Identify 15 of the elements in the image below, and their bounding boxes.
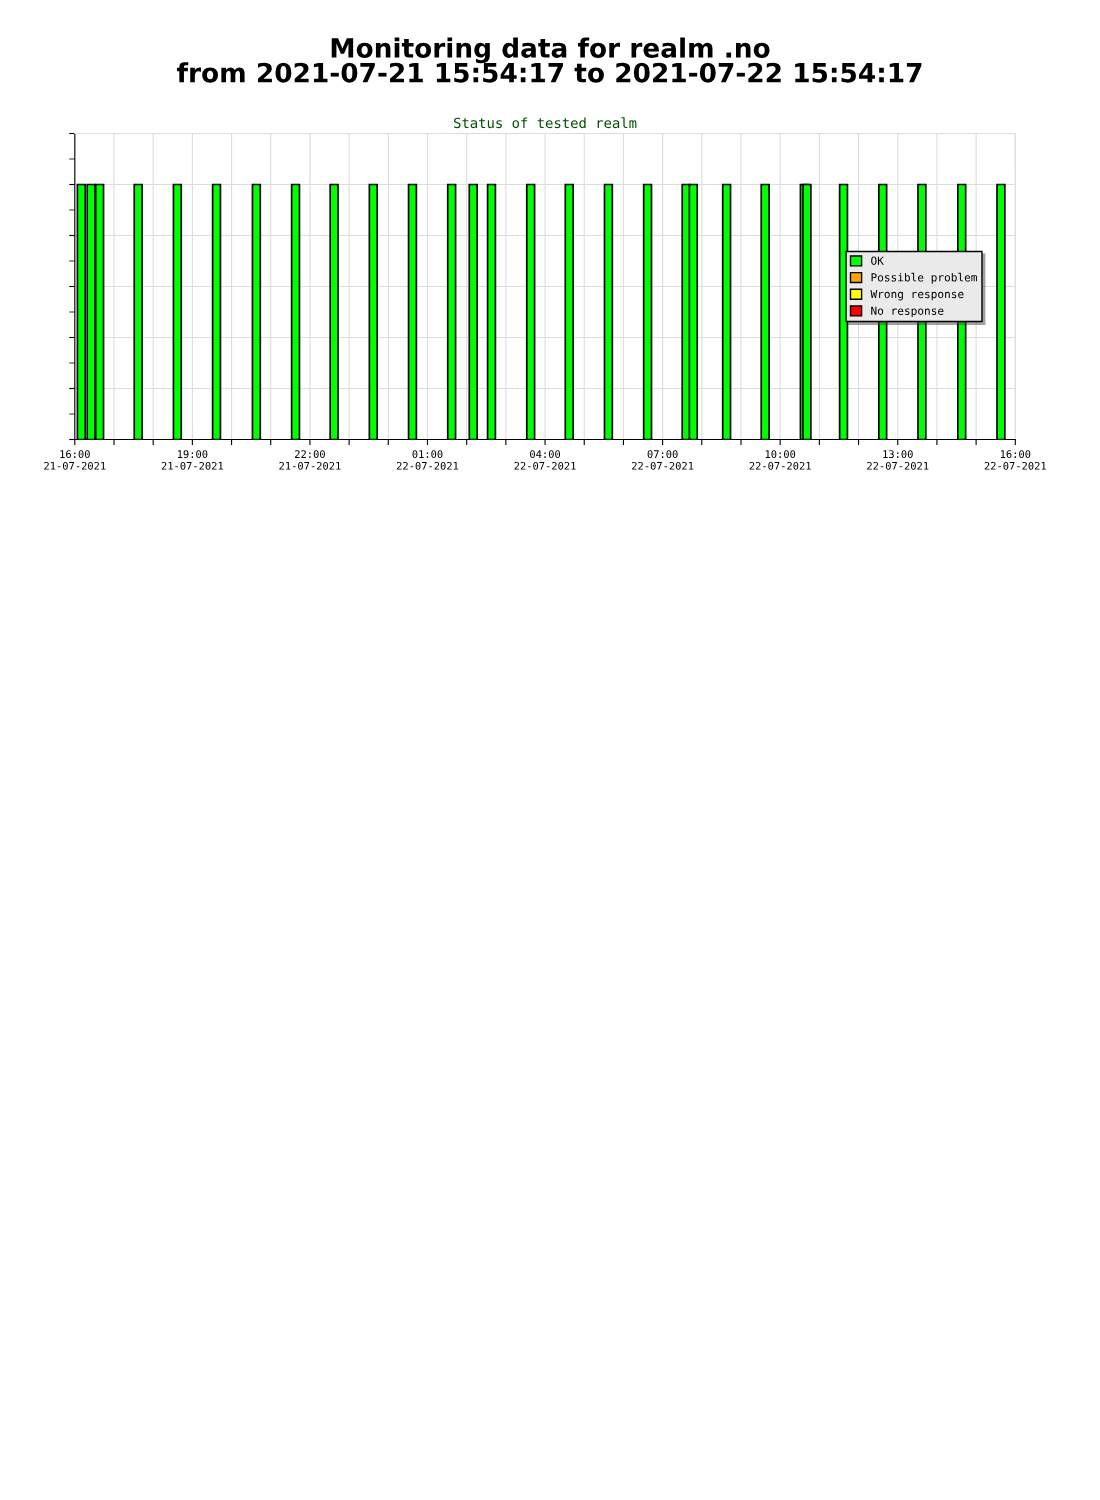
chart-title: Monitoring data for realm .no from 2021-07-21 15:54:17 to 2021-07-22 15:54:17 [177, 37, 922, 83]
x-tick-label: 04:00 22-07-2021 [514, 450, 576, 470]
x-tick-label: 19:00 21-07-2021 [161, 450, 224, 470]
chart-subtitle: Status of tested realm [454, 117, 637, 129]
legend-label: Possible problem [871, 272, 977, 284]
x-tick-label: 07:00 22-07-2021 [632, 450, 694, 470]
x-tick-label: 22:00 21-07-2021 [279, 450, 341, 470]
legend-label: OK [871, 256, 884, 265]
x-tick-label: 16:00 21-07-2021 [44, 450, 106, 470]
x-tick-label: 16:00 22-07-2021 [984, 450, 1046, 470]
x-tick-label: 10:00 22-07-2021 [749, 450, 811, 470]
x-tick-label: 13:00 22-07-2021 [867, 450, 929, 470]
legend-label: Wrong response [870, 289, 964, 301]
x-tick-label: 01:00 22-07-2021 [396, 450, 459, 470]
legend-label: No response [871, 306, 944, 318]
